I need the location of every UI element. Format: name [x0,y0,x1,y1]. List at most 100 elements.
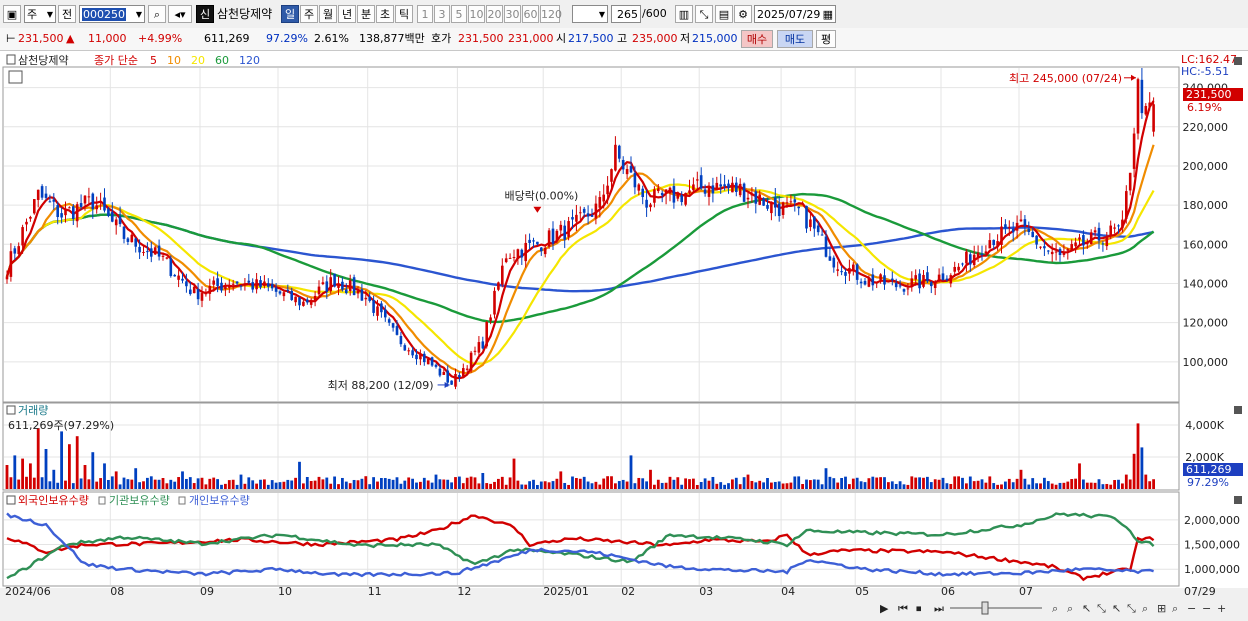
volume-bar [590,483,594,489]
volume-bar [629,455,633,489]
search-icon[interactable]: ⌕ [148,5,166,23]
volume-bar [887,482,890,489]
volume-bar [1132,453,1136,489]
volume-bar [797,476,801,489]
tool-icon: ⌕ [1052,602,1058,615]
count-input[interactable]: 265 [611,5,641,23]
volume-bar [575,478,578,489]
interval-button-20[interactable]: 20 [486,5,503,23]
period-button-5[interactable]: 초 [376,5,394,23]
period-button-2[interactable]: 월 [319,5,337,23]
interval-button-10[interactable]: 10 [468,5,485,23]
interval-button-3[interactable]: 3 [434,5,450,23]
speaker-icon[interactable]: ◂▾ [168,5,192,23]
candle-body [313,295,317,302]
candle-toggle-icon[interactable]: ▥ [675,5,693,23]
expand-icon[interactable]: ⊢ [6,32,16,45]
prev-button[interactable]: 전 [58,5,76,23]
candle-body [1058,248,1062,256]
volume-bar [278,482,282,489]
volume-bar [758,480,762,489]
volume-bar [426,480,430,489]
candle-body [606,185,609,195]
volume-bar [138,482,141,489]
period-button-1[interactable]: 주 [300,5,318,23]
candle-body [898,285,902,287]
candle-body [746,197,750,200]
candle-body [376,306,379,316]
volume-bar [434,474,438,489]
nav-control-icon: ⏹ [916,602,922,615]
tool-icon: ⤡ [1097,602,1106,615]
candle-body [914,275,917,280]
legend-ma20: 20 [191,54,205,67]
candle-body [40,186,44,198]
volume-bar [255,483,258,489]
save-icon[interactable]: ▤ [715,5,733,23]
candle-body [282,292,286,297]
candle-body [785,202,789,204]
volume-bar [465,477,469,489]
stock-code-input[interactable]: 000250 ▼ [79,5,145,23]
holdings-legend-2: 개인보유수량 [189,494,250,507]
volume-bar [146,477,149,489]
avg-button[interactable]: 평 [816,30,836,48]
date-input[interactable]: 2025/07/29 ▦ [754,5,836,23]
period-button-4[interactable]: 분 [357,5,375,23]
candle-body [875,282,878,284]
period-select[interactable]: 주 ▼ [24,5,56,23]
candle-body [99,201,102,203]
candle-body [352,277,356,296]
interval-button-30[interactable]: 30 [504,5,521,23]
period-button-3[interactable]: 년 [338,5,356,23]
candle-body [579,212,582,214]
candle-body [360,289,364,301]
candle-body [103,197,106,211]
interval-button-5[interactable]: 5 [451,5,467,23]
tool-icon: ⤡ [1127,602,1136,615]
volume-bar [1105,483,1109,489]
volume-bar [317,476,321,489]
candle-body [988,240,992,249]
volume-bar [1031,478,1035,489]
sell-button[interactable]: 매도 [777,30,813,48]
candle-body [902,289,906,292]
volume-bar [582,476,586,489]
candle-body [684,192,687,205]
volume-bar [1101,484,1105,489]
last-change-label: 6.19% [1187,101,1222,114]
candle-body [64,208,67,216]
volume-bar [259,479,262,489]
candle-body [485,322,488,347]
interval-button-120[interactable]: 120 [540,5,562,23]
interval-button-60[interactable]: 60 [522,5,539,23]
candle-body [621,159,625,170]
unit-select[interactable]: ▼ [572,5,608,23]
volume-bar [71,483,75,489]
volume-bar [196,478,200,489]
period-button-0[interactable]: 일 [281,5,299,23]
candle-body [302,301,305,306]
candle-body [1136,79,1140,134]
draw-tool-icon[interactable]: ⤡ [695,5,713,23]
volume-bar [247,477,251,489]
buy-button[interactable]: 매수 [741,30,773,48]
new-badge[interactable]: 신 [196,5,214,23]
volume-bar [711,476,715,489]
volume-bar [446,479,450,489]
volume-bar [1082,479,1085,489]
interval-button-1[interactable]: 1 [417,5,433,23]
candle-body [462,368,465,377]
stock-chart[interactable]: 100,000 120,000 140,000 160,000 180,000 200,0… [0,50,1248,621]
period-button-6[interactable]: 틱 [395,5,413,23]
open-price: 217,500 [568,32,614,45]
candle-body [1078,237,1081,240]
gear-icon[interactable]: ⚙ [734,5,752,23]
candle-body [95,205,98,210]
candle-body [1093,230,1097,233]
calendar-icon[interactable]: ▦ [822,8,833,21]
candle-body [29,216,32,219]
candle-body [906,288,910,290]
window-icon[interactable]: ▣ [3,5,21,23]
volume-bar [1140,447,1144,489]
